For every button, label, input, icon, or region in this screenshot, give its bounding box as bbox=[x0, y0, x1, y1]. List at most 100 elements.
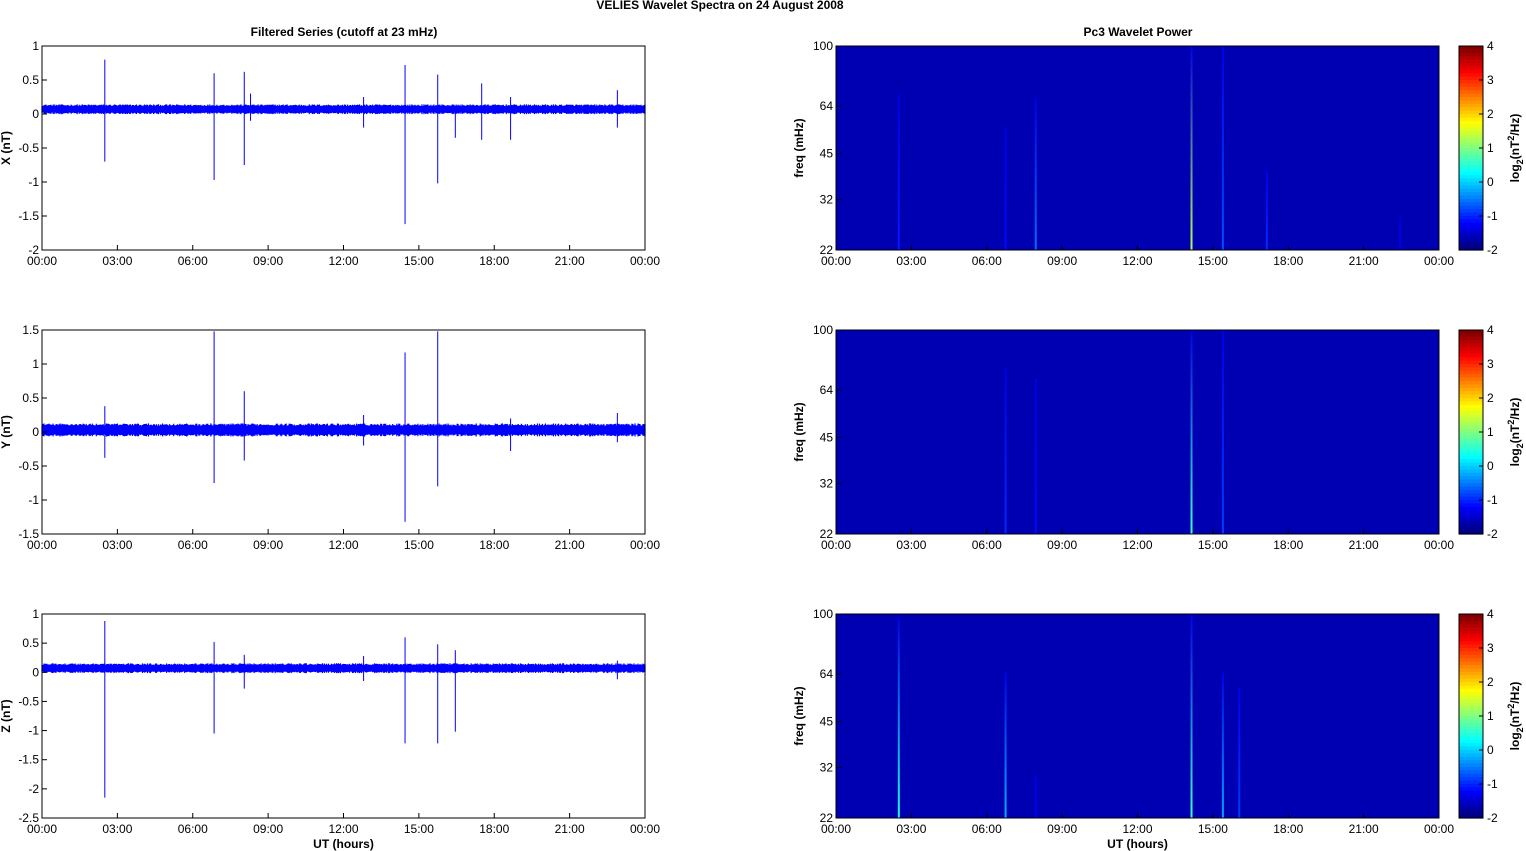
colorbar-segment bbox=[1459, 124, 1483, 129]
colorbar-segment bbox=[1459, 415, 1483, 419]
colorbar-segment bbox=[1459, 185, 1483, 190]
colorbar-segment bbox=[1459, 171, 1483, 176]
colorbar-segment bbox=[1459, 421, 1483, 426]
y-tick-label: -1.5 bbox=[18, 209, 39, 223]
y-tick-label: 0 bbox=[32, 425, 39, 439]
x-tick-label: 00:00 bbox=[27, 254, 57, 268]
colorbar-segment bbox=[1459, 719, 1483, 724]
x-tick-label: 12:00 bbox=[328, 254, 358, 268]
x-tick-label: 12:00 bbox=[328, 822, 358, 836]
y-tick-label: -2 bbox=[28, 243, 39, 257]
colorbar-segment bbox=[1459, 682, 1483, 686]
colorbar-segment bbox=[1459, 209, 1483, 214]
colorbar-segment bbox=[1459, 627, 1483, 632]
colorbar-segment bbox=[1459, 746, 1483, 751]
colorbar-segment bbox=[1459, 466, 1483, 470]
x-tick-label: 12:00 bbox=[328, 538, 358, 552]
heatmap-background bbox=[836, 614, 1439, 818]
colorbar-segment bbox=[1459, 226, 1483, 231]
colorbar-segment bbox=[1459, 63, 1483, 67]
colorbar-tick-label: 1 bbox=[1487, 141, 1494, 155]
x-tick-label: 06:00 bbox=[178, 254, 208, 268]
y-tick-label: -0.5 bbox=[18, 141, 39, 155]
colorbar-label: log2(nT2/Hz) bbox=[1506, 114, 1525, 183]
colorbar-segment bbox=[1459, 750, 1483, 754]
y-tick-label: -0.5 bbox=[18, 459, 39, 473]
colorbar-segment bbox=[1459, 367, 1483, 372]
colorbar-segment bbox=[1459, 459, 1483, 464]
x-tick-label: 09:00 bbox=[253, 538, 283, 552]
colorbar-segment bbox=[1459, 733, 1483, 737]
colorbar-segment bbox=[1459, 614, 1483, 618]
power-streak bbox=[1004, 672, 1007, 818]
colorbar-segment bbox=[1459, 692, 1483, 697]
colorbar-segment bbox=[1459, 797, 1483, 802]
colorbar-segment bbox=[1459, 722, 1483, 727]
colorbar-segment bbox=[1459, 219, 1483, 224]
colorbar-segment bbox=[1459, 438, 1483, 443]
panels: 1 0.5 0 -0.5 -1 -1.5 -2 X (nT) 00:00 03:00 06:00 09… bbox=[0, 39, 1525, 851]
colorbar-segment bbox=[1459, 685, 1483, 690]
power-streak bbox=[1034, 776, 1037, 818]
x-tick-label: 18:00 bbox=[479, 822, 509, 836]
colorbar-segment bbox=[1459, 777, 1483, 782]
colorbar-segment bbox=[1459, 688, 1483, 693]
x-tick-label: 21:00 bbox=[555, 538, 585, 552]
heatmap-background bbox=[836, 330, 1439, 534]
colorbar-segment bbox=[1459, 59, 1483, 64]
colorbar-segment bbox=[1459, 233, 1483, 237]
colorbar-segment bbox=[1459, 787, 1483, 792]
colorbar-segment bbox=[1459, 387, 1483, 392]
colorbar-segment bbox=[1459, 381, 1483, 385]
x-axis-label: UT (hours) bbox=[313, 837, 374, 851]
colorbar-segment bbox=[1459, 506, 1483, 511]
colorbar-label: log2(nT2/Hz) bbox=[1506, 682, 1525, 751]
x-tick-label: 12:00 bbox=[1122, 538, 1152, 552]
colorbar-segment bbox=[1459, 801, 1483, 805]
plot-area bbox=[42, 46, 645, 250]
colorbar-segment bbox=[1459, 513, 1483, 518]
x-tick-label: 00:00 bbox=[821, 538, 851, 552]
colorbar-segment bbox=[1459, 425, 1483, 430]
y-tick-label: 100 bbox=[813, 607, 833, 621]
colorbar-segment bbox=[1459, 445, 1483, 450]
colorbar-segment bbox=[1459, 631, 1483, 635]
x-tick-label: 03:00 bbox=[102, 538, 132, 552]
colorbar-segment bbox=[1459, 52, 1483, 57]
colorbar-segment bbox=[1459, 168, 1483, 173]
x-tick-label: 00:00 bbox=[630, 254, 660, 268]
y-tick-label: 0 bbox=[32, 107, 39, 121]
colorbar-segment bbox=[1459, 739, 1483, 744]
y-tick-label: 0 bbox=[32, 665, 39, 679]
y-series-panel: 1.5 1 0.5 0 -0.5 -1 -1.5 Y (nT) bbox=[0, 323, 646, 541]
colorbar-segment bbox=[1459, 418, 1483, 423]
colorbar-segment bbox=[1459, 370, 1483, 375]
colorbar-segment bbox=[1459, 212, 1483, 217]
colorbar-segment bbox=[1459, 709, 1483, 714]
power-streak bbox=[1238, 687, 1241, 818]
colorbar-segment bbox=[1459, 178, 1483, 183]
colorbar-segment bbox=[1459, 188, 1483, 193]
y-axis-label: freq (mHz) bbox=[792, 402, 806, 461]
colorbar-segment bbox=[1459, 435, 1483, 440]
y-tick-label: 64 bbox=[820, 667, 834, 681]
colorbar-segment bbox=[1459, 486, 1483, 491]
colorbar-segment bbox=[1459, 807, 1483, 812]
colorbar-segment bbox=[1459, 192, 1483, 197]
x-tick-label: 12:00 bbox=[1122, 822, 1152, 836]
colorbar-tick-label: 3 bbox=[1487, 641, 1494, 655]
colorbar-segment bbox=[1459, 120, 1483, 125]
x-tick-label: 18:00 bbox=[1273, 822, 1303, 836]
colorbar-segment bbox=[1459, 705, 1483, 710]
y-axis-label: X (nT) bbox=[0, 131, 13, 165]
colorbar-segment bbox=[1459, 103, 1483, 108]
x-tick-label: 09:00 bbox=[253, 254, 283, 268]
x-tick-label: 18:00 bbox=[479, 254, 509, 268]
colorbar-segment bbox=[1459, 503, 1483, 508]
colorbar-segment bbox=[1459, 134, 1483, 139]
colorbar-tick-label: 0 bbox=[1487, 743, 1494, 757]
x-tick-label: 06:00 bbox=[972, 822, 1002, 836]
colorbar-segment bbox=[1459, 753, 1483, 758]
